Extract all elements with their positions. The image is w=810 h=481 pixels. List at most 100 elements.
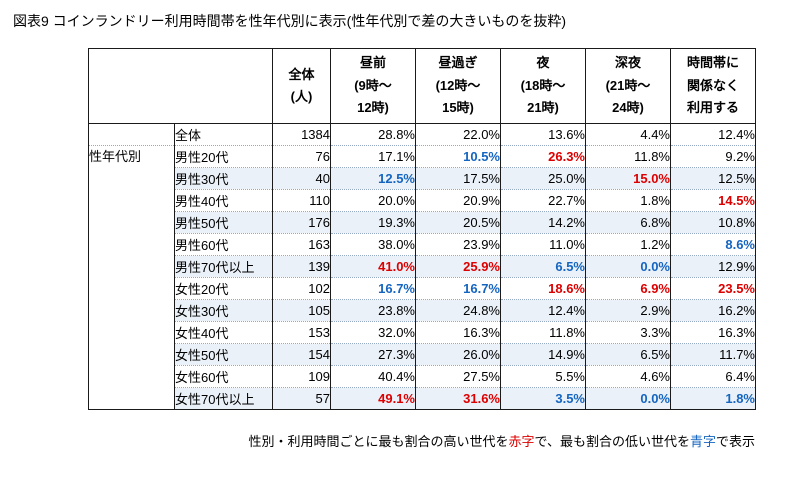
value-cell: 2.9% <box>585 299 671 322</box>
value-cell: 23.9% <box>415 233 501 256</box>
header-row: 全体 (人) 昼前 (9時〜 12時) 昼過ぎ (12時〜 15時) 夜 (18… <box>88 48 756 124</box>
value-cell: 11.0% <box>500 233 586 256</box>
row-label-cell: 男性20代 <box>174 145 273 168</box>
value-cell: 10.5% <box>415 145 501 168</box>
table-row: 全体 1384 28.8% 22.0% 13.6% 4.4% 12.4% <box>88 123 756 146</box>
col-header-early-afternoon: 昼過ぎ (12時〜 15時) <box>415 48 501 124</box>
col-header-anytime: 時間帯に 関係なく 利用する <box>670 48 756 124</box>
value-cell: 31.6% <box>415 387 501 410</box>
value-cell: 16.2% <box>670 299 756 322</box>
value-cell: 40.4% <box>330 365 416 388</box>
value-cell: 1.8% <box>670 387 756 410</box>
value-cell: 25.9% <box>415 255 501 278</box>
table-row: 男性40代 110 20.0% 20.9% 22.7% 1.8% 14.5% <box>89 189 756 212</box>
value-cell: 38.0% <box>330 233 416 256</box>
count-cell: 139 <box>272 255 331 278</box>
row-label-cell: 女性70代以上 <box>174 387 273 410</box>
col-header-late-morning: 昼前 (9時〜 12時) <box>330 48 416 124</box>
count-cell: 105 <box>272 299 331 322</box>
footer-note-text: で、最も割合の低い世代を <box>534 434 690 449</box>
table-row: 男性60代 163 38.0% 23.9% 11.0% 1.2% 8.6% <box>89 233 756 256</box>
count-cell: 102 <box>272 277 331 300</box>
row-label-cell: 男性50代 <box>174 211 273 234</box>
value-cell: 23.8% <box>330 299 416 322</box>
count-cell: 163 <box>272 233 331 256</box>
row-label-cell: 男性70代以上 <box>174 255 273 278</box>
value-cell: 6.4% <box>670 365 756 388</box>
value-cell: 12.9% <box>670 255 756 278</box>
value-cell: 3.5% <box>500 387 586 410</box>
value-cell: 16.7% <box>415 277 501 300</box>
value-cell: 9.2% <box>670 145 756 168</box>
value-cell: 41.0% <box>330 255 416 278</box>
table-row: 男性70代以上 139 41.0% 25.9% 6.5% 0.0% 12.9% <box>89 255 756 278</box>
value-cell: 14.2% <box>500 211 586 234</box>
value-cell: 27.3% <box>330 343 416 366</box>
table-row: 女性20代 102 16.7% 16.7% 18.6% 6.9% 23.5% <box>89 277 756 300</box>
count-cell: 176 <box>272 211 331 234</box>
value-cell: 22.0% <box>415 123 501 146</box>
value-cell: 4.4% <box>585 123 671 146</box>
row-label-cell: 女性50代 <box>174 343 273 366</box>
value-cell: 6.8% <box>585 211 671 234</box>
table-body: 全体 1384 28.8% 22.0% 13.6% 4.4% 12.4% 性年代別 男性20代 7… <box>88 123 756 410</box>
row-label-cell: 女性40代 <box>174 321 273 344</box>
count-cell: 153 <box>272 321 331 344</box>
value-cell: 11.8% <box>500 321 586 344</box>
group-spacer-cell <box>88 123 175 146</box>
col-header-night: 夜 (18時〜 21時) <box>500 48 586 124</box>
table-row: 女性30代 105 23.8% 24.8% 12.4% 2.9% 16.2% <box>89 299 756 322</box>
count-cell: 154 <box>272 343 331 366</box>
value-cell: 16.3% <box>415 321 501 344</box>
value-cell: 6.9% <box>585 277 671 300</box>
footer-note-text: 性別・利用時間ごとに最も割合の高い世代を <box>248 434 509 449</box>
count-cell: 1384 <box>272 123 331 146</box>
count-cell: 40 <box>272 167 331 190</box>
count-cell: 57 <box>272 387 331 410</box>
value-cell: 14.5% <box>670 189 756 212</box>
value-cell: 6.5% <box>585 343 671 366</box>
value-cell: 0.0% <box>585 255 671 278</box>
corner-cell <box>88 48 273 124</box>
value-cell: 23.5% <box>670 277 756 300</box>
footer-note-text: で表示 <box>715 434 755 449</box>
value-cell: 10.8% <box>670 211 756 234</box>
col-header-late-night: 深夜 (21時〜 24時) <box>585 48 671 124</box>
footer-red-term: 赤字 <box>508 434 535 449</box>
value-cell: 17.5% <box>415 167 501 190</box>
value-cell: 24.8% <box>415 299 501 322</box>
value-cell: 12.5% <box>670 167 756 190</box>
value-cell: 1.2% <box>585 233 671 256</box>
group-label-cell: 性年代別 <box>88 145 175 410</box>
value-cell: 1.8% <box>585 189 671 212</box>
row-label-cell: 全体 <box>174 123 273 146</box>
value-cell: 16.3% <box>670 321 756 344</box>
table-row: 女性50代 154 27.3% 26.0% 14.9% 6.5% 11.7% <box>89 343 756 366</box>
table-row: 女性60代 109 40.4% 27.5% 5.5% 4.6% 6.4% <box>89 365 756 388</box>
value-cell: 6.5% <box>500 255 586 278</box>
value-cell: 20.5% <box>415 211 501 234</box>
table-row: 男性50代 176 19.3% 20.5% 14.2% 6.8% 10.8% <box>89 211 756 234</box>
value-cell: 14.9% <box>500 343 586 366</box>
value-cell: 8.6% <box>670 233 756 256</box>
footer-blue-term: 青字 <box>689 434 716 449</box>
table-row: 男性30代 40 12.5% 17.5% 25.0% 15.0% 12.5% <box>89 167 756 190</box>
value-cell: 18.6% <box>500 277 586 300</box>
value-cell: 26.3% <box>500 145 586 168</box>
value-cell: 0.0% <box>585 387 671 410</box>
col-header-total-count: 全体 (人) <box>272 48 331 124</box>
row-label-cell: 女性30代 <box>174 299 273 322</box>
value-cell: 4.6% <box>585 365 671 388</box>
count-cell: 76 <box>272 145 331 168</box>
value-cell: 27.5% <box>415 365 501 388</box>
value-cell: 20.9% <box>415 189 501 212</box>
value-cell: 11.7% <box>670 343 756 366</box>
count-cell: 110 <box>272 189 331 212</box>
footer-note: 性別・利用時間ごとに最も割合の高い世代を赤字で、最も割合の低い世代を青字で表示 <box>88 431 755 450</box>
value-cell: 25.0% <box>500 167 586 190</box>
count-cell: 109 <box>272 365 331 388</box>
row-label-cell: 男性40代 <box>174 189 273 212</box>
value-cell: 11.8% <box>585 145 671 168</box>
value-cell: 12.4% <box>500 299 586 322</box>
value-cell: 28.8% <box>330 123 416 146</box>
